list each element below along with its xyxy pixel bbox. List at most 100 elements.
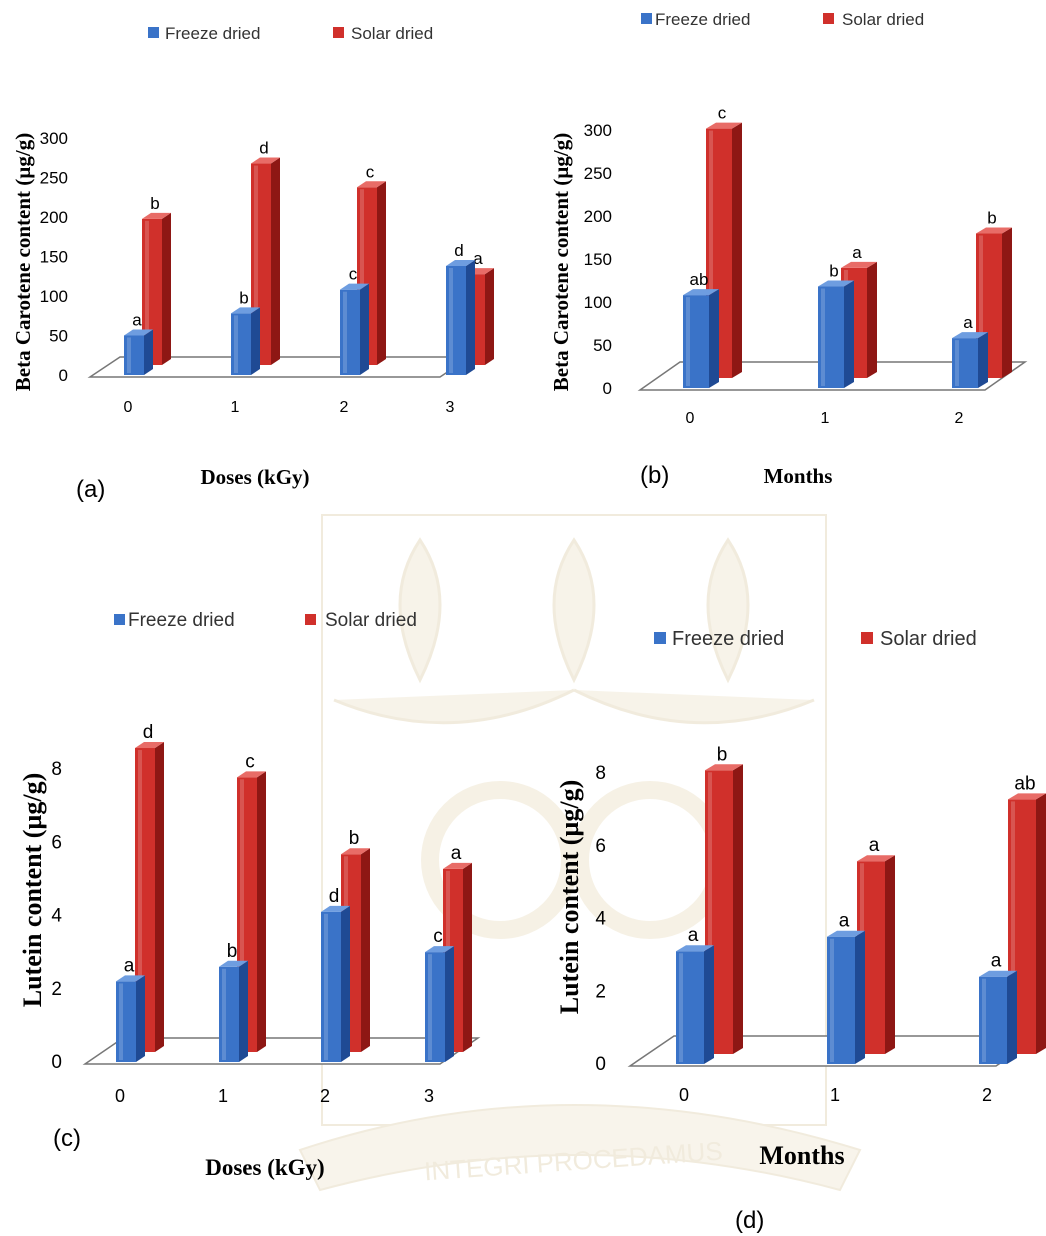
y-tick-label: 100 [40,287,68,306]
legend-swatch-freeze [641,13,652,24]
bar-highlight [240,779,244,1050]
y-tick-label: 0 [59,366,68,385]
panel-label-b: (b) [640,462,669,489]
y-tick-label: 2 [51,979,62,1000]
bar-side [360,283,369,375]
bar-top [705,764,743,771]
legend-a: Freeze dried Solar dried [148,24,433,43]
bar-top [321,905,350,912]
y-tick-label: 50 [49,327,68,346]
bar-freeze-dried [683,289,719,388]
watermark-swirl-icon [421,781,579,939]
bar-front [676,951,704,1064]
bar-highlight [1011,801,1015,1052]
significance-letter: a [963,313,973,332]
bar-top [340,283,369,290]
x-tick-label: 3 [424,1086,434,1106]
bar-top [446,259,475,266]
significance-letter: a [852,243,862,262]
bar-top [425,946,454,953]
y-axis-title-b: Beta Carotene content (µg/g) [549,133,573,391]
significance-letter: b [717,744,728,765]
bar-side [466,259,475,375]
watermark-ribbon [298,1104,862,1192]
bar-highlight [254,165,258,363]
significance-letter: b [829,262,838,281]
bar-side [257,771,266,1052]
x-ticks-a: 0 1 2 3 [124,399,455,416]
x-axis-title-b: Months [764,464,833,488]
x-tick-label: 2 [955,410,964,427]
legend-label-solar: Solar dried [880,628,977,650]
bar-top [841,261,877,268]
bar-side [867,261,877,378]
significance-letter: d [259,139,268,158]
legend-swatch-solar [333,27,344,38]
y-tick-label: 200 [584,207,612,226]
legend-label-freeze: Freeze dried [128,610,235,631]
bar-highlight [138,750,142,1050]
legend-swatch-freeze [654,632,666,644]
bar-top [706,122,742,129]
bar-side [239,960,248,1062]
bar-side [1036,793,1046,1054]
bar-highlight [449,267,453,373]
x-tick-label: 1 [821,410,830,427]
bar-side [885,855,895,1054]
significance-letter: c [245,751,255,772]
bar-side [1007,970,1017,1064]
significance-letter: a [839,911,850,932]
bar-highlight [709,130,713,376]
bar-highlight [821,288,825,386]
y-axis-title-c: Lutein content (µg/g) [18,773,47,1008]
legend-label-freeze: Freeze dried [655,10,750,29]
bar-highlight [127,337,131,373]
significance-letter: d [329,886,340,907]
bar-front [142,218,162,365]
significance-letter: c [349,265,358,284]
legend-d: Freeze dried Solar dried [654,628,977,650]
bar-highlight [708,772,712,1052]
x-ticks-d: 0 1 2 [679,1085,992,1105]
y-tick-label: 2 [595,981,606,1002]
bar-top [827,930,865,937]
x-axis-title-d: Months [759,1141,844,1170]
bar-highlight [360,189,364,363]
legend-label-solar: Solar dried [842,10,924,29]
chart-a: Freeze dried Solar dried 0 50 100 150 200 250… [11,24,494,503]
bar-highlight [979,235,983,376]
bar-side [361,848,370,1052]
bar-highlight [982,978,986,1062]
bars-d: b a a a ab a [676,744,1046,1064]
bar-highlight [145,220,149,363]
bar-freeze-dried [818,280,854,388]
bars-c: d a c b b d a c [116,722,472,1062]
y-tick-label: 0 [603,379,612,398]
bar-side [271,157,280,365]
bar-highlight [955,340,959,386]
legend-b: Freeze dried Solar dried [641,10,924,29]
y-tick-label: 150 [40,248,68,267]
bar-side [844,280,854,388]
bar-freeze-dried [340,283,369,375]
y-tick-label: 50 [593,336,612,355]
bar-front [952,338,978,388]
significance-letter: ab [1014,773,1035,794]
y-tick-label: 4 [595,909,606,930]
legend-label-freeze: Freeze dried [672,628,784,650]
legend-swatch-solar [823,13,834,24]
bar-highlight [222,968,226,1060]
bar-top [1008,793,1046,800]
bar-top [357,181,386,188]
significance-letter: a [473,249,483,268]
bar-side [341,905,350,1062]
bar-side [162,212,171,365]
significance-letter: c [433,926,443,947]
bar-top [976,227,1012,234]
significance-letter: a [688,925,699,946]
chart-d: Freeze dried Solar dried 0 2 4 6 8 b a a a ab a 0… [555,628,1046,1234]
bar-front [219,966,239,1062]
significance-letter: d [454,241,463,260]
